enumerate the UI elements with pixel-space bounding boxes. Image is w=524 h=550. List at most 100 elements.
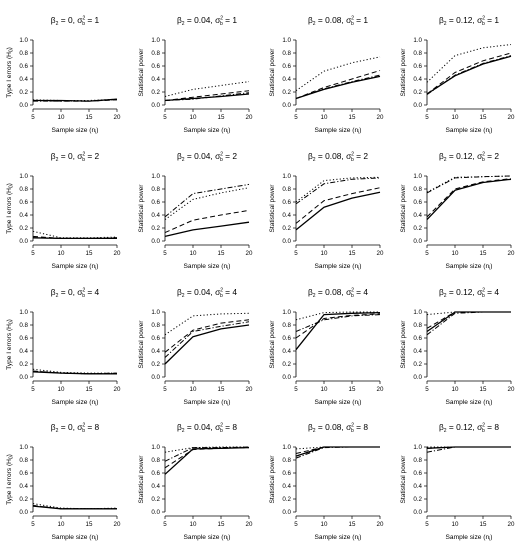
- y-tick-label: 0.4: [282, 212, 291, 219]
- y-tick-label: 0.0: [151, 238, 160, 245]
- x-tick-label: 20: [508, 114, 515, 121]
- y-tick-label: 0.0: [413, 102, 422, 109]
- series-line-dashed: [426, 311, 511, 329]
- y-tick-label: 0.2: [282, 89, 291, 96]
- series-line-dotted: [295, 176, 381, 203]
- y-tick-label: 0.8: [413, 457, 422, 464]
- panel-3-1: β2 = 0, σ2 b = 4 0.0 0.2 0.4 0.6 0.8 1.0 5 10 15 20…: [6, 287, 121, 408]
- x-tick-label: 10: [190, 386, 197, 393]
- panel-title: β2 = 0, σ2 b = 1: [51, 15, 100, 27]
- x-tick-label: 10: [58, 114, 65, 121]
- series-line-dashdot: [426, 55, 512, 96]
- series-line-dotted: [32, 98, 118, 101]
- x-tick-label: 10: [452, 386, 459, 393]
- y-axis-label: Statistical power: [400, 455, 407, 504]
- y-tick-label: 0.8: [282, 186, 291, 193]
- x-tick-label: 20: [246, 114, 253, 121]
- y-tick-label: 0.0: [282, 374, 291, 381]
- y-tick-label: 0.4: [19, 483, 28, 490]
- x-tick-label: 10: [190, 114, 197, 121]
- panel-title: β2 = 0.12, σ2 b = 2: [439, 151, 499, 163]
- y-tick-label: 0.0: [19, 509, 28, 516]
- x-tick-label: 10: [190, 250, 197, 257]
- panel-4-1: β2 = 0, σ2 b = 8 0.0 0.2 0.4 0.6 0.8 1.0 5 10 15 20…: [6, 422, 121, 543]
- series-line-dashdot: [426, 311, 511, 336]
- series-line-solid: [164, 324, 250, 365]
- panel-title: β2 = 0, σ2 b = 8: [51, 422, 100, 434]
- y-tick-label: 0.4: [151, 483, 160, 490]
- panel-title: β2 = 0.04, σ2 b = 2: [177, 151, 237, 163]
- series-line-dotted: [295, 311, 380, 321]
- series-line-solid: [426, 55, 512, 95]
- series-line-dotted: [32, 230, 118, 239]
- x-axis-label: Sample size (ni): [446, 127, 493, 136]
- x-tick-label: 20: [246, 386, 253, 393]
- x-tick-label: 10: [321, 521, 328, 528]
- x-tick-label: 15: [218, 114, 225, 121]
- panel-1-2: β2 = 0.04, σ2 b = 1 0.0 0.2 0.4 0.6 0.8 1.0 5 10 1…: [138, 15, 253, 136]
- y-axis-label: Statistical power: [269, 320, 276, 369]
- y-tick-label: 0.6: [151, 199, 160, 206]
- y-tick-label: 0.6: [282, 63, 291, 70]
- y-axis-label: Statistical power: [138, 455, 145, 504]
- y-tick-label: 0.0: [413, 374, 422, 381]
- x-tick-label: 20: [114, 521, 121, 528]
- y-tick-label: 0.2: [413, 225, 422, 232]
- y-tick-label: 0.0: [19, 374, 28, 381]
- x-tick-label: 5: [31, 250, 35, 257]
- y-tick-label: 0.2: [413, 361, 422, 368]
- x-tick-label: 20: [508, 386, 515, 393]
- x-tick-label: 15: [480, 114, 487, 121]
- y-tick-label: 0.0: [19, 102, 28, 109]
- y-tick-label: 0.8: [151, 50, 160, 57]
- series-line-dashdot: [164, 183, 250, 218]
- y-tick-label: 0.6: [413, 63, 422, 70]
- y-tick-label: 1.0: [151, 309, 160, 316]
- y-tick-label: 0.2: [19, 361, 28, 368]
- x-tick-label: 20: [508, 521, 515, 528]
- y-tick-label: 1.0: [282, 309, 291, 316]
- series-line-dashdot: [32, 237, 118, 239]
- y-axis-label: Type I errors (H0): [6, 47, 15, 98]
- panel-4-3: β2 = 0.08, σ2 b = 8 0.0 0.2 0.4 0.6 0.8 1.0 5 10 1…: [269, 422, 384, 543]
- y-tick-label: 1.0: [151, 37, 160, 44]
- x-tick-label: 15: [480, 250, 487, 257]
- series-line-dashdot: [295, 74, 381, 99]
- x-tick-label: 20: [114, 250, 121, 257]
- y-tick-label: 0.2: [151, 89, 160, 96]
- x-tick-label: 10: [58, 250, 65, 257]
- x-tick-label: 5: [425, 114, 429, 121]
- series-line-dotted: [426, 311, 511, 316]
- series-line-dashdot: [164, 92, 250, 101]
- x-axis-label: Sample size (ni): [52, 534, 99, 543]
- series-line-dashed: [164, 90, 250, 101]
- y-tick-label: 0.0: [19, 238, 28, 245]
- y-tick-label: 0.2: [19, 225, 28, 232]
- x-axis-label: Sample size (ni): [184, 263, 231, 272]
- series-line-solid: [164, 446, 250, 475]
- x-axis-label: Sample size (ni): [184, 534, 231, 543]
- y-tick-label: 0.4: [151, 348, 160, 355]
- series-line-dotted: [295, 446, 380, 450]
- y-tick-label: 0.4: [282, 348, 291, 355]
- y-tick-label: 0.2: [19, 89, 28, 96]
- x-tick-label: 15: [86, 250, 93, 257]
- x-tick-label: 5: [163, 521, 167, 528]
- x-tick-label: 10: [190, 521, 197, 528]
- x-tick-label: 5: [425, 386, 429, 393]
- y-tick-label: 0.8: [413, 186, 422, 193]
- series-line-dashdot: [295, 446, 380, 459]
- y-axis-label: Type I errors (H0): [6, 319, 15, 370]
- y-axis-label: Statistical power: [269, 48, 276, 97]
- y-tick-label: 0.2: [282, 496, 291, 503]
- x-tick-label: 15: [218, 521, 225, 528]
- panel-4-2: β2 = 0.04, σ2 b = 8 0.0 0.2 0.4 0.6 0.8 1.0 5 10 1…: [138, 422, 253, 543]
- panel-1-3: β2 = 0.08, σ2 b = 1 0.0 0.2 0.4 0.6 0.8 1.0 5 10 1…: [269, 15, 384, 136]
- x-axis-label: Sample size (ni): [446, 263, 493, 272]
- x-tick-label: 5: [294, 521, 298, 528]
- series-line-dashdot: [33, 99, 118, 102]
- panel-2-4: β2 = 0.12, σ2 b = 2 0.0 0.2 0.4 0.6 0.8 1.0 5 10 1…: [400, 151, 515, 272]
- x-axis-label: Sample size (ni): [446, 534, 493, 543]
- x-tick-label: 15: [218, 250, 225, 257]
